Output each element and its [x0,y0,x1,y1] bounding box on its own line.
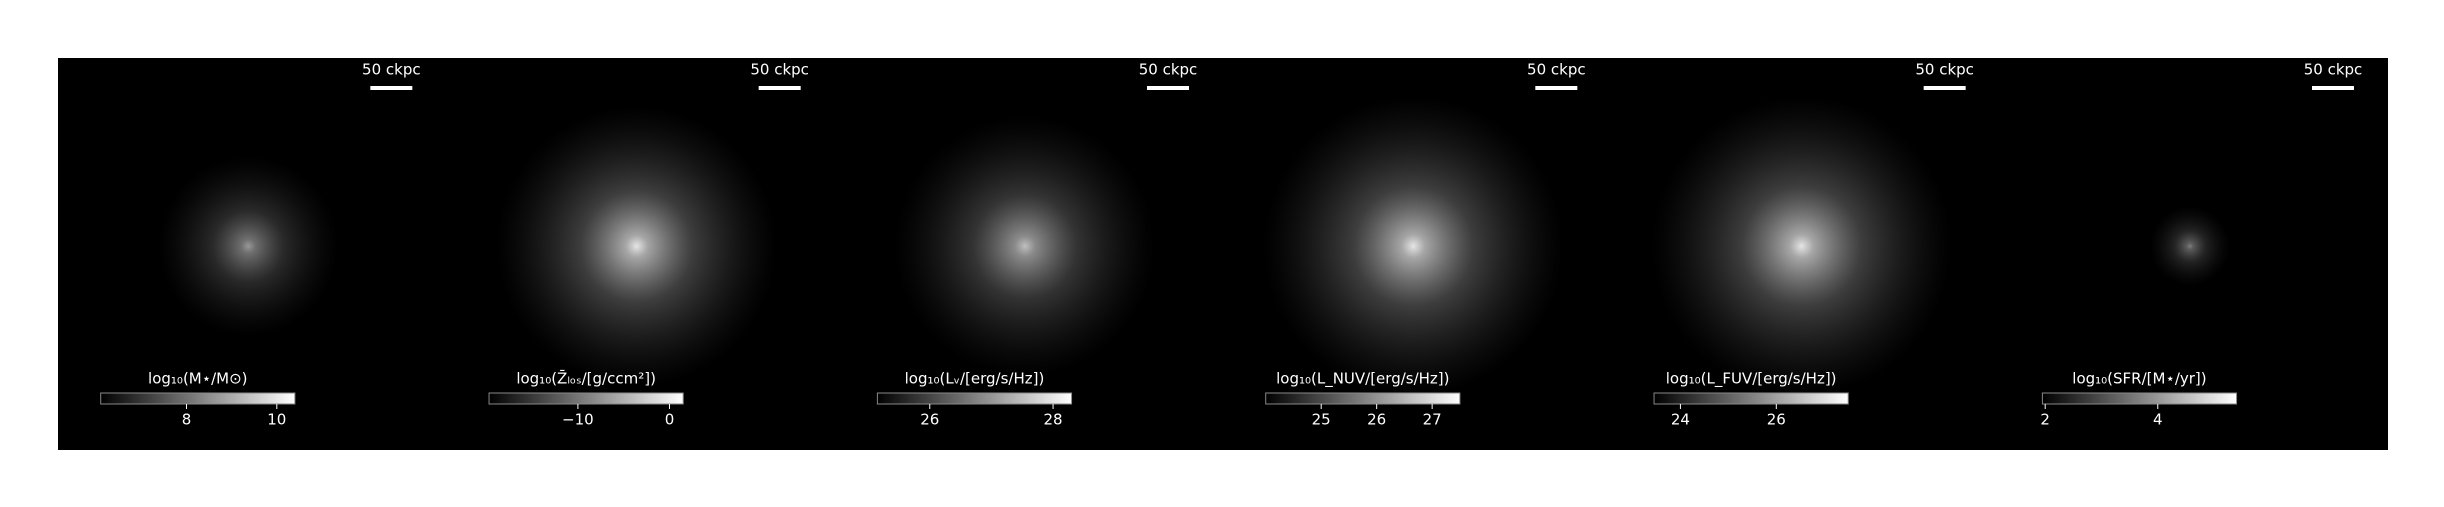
galaxy-map [158,156,339,337]
colorbar-tick-label: 4 [2153,411,2163,429]
colorbar-tick-label: 8 [182,411,192,429]
scale-label: 50 ckpc [1139,61,1198,79]
scale-label: 50 ckpc [1527,61,1586,79]
colorbar-tick-label: 0 [665,411,675,429]
colorbar-tick-label: 27 [1423,411,1442,429]
colorbar-tick-label: 24 [1671,411,1690,429]
galaxy-map [1263,96,1564,397]
colorbar-label: log₁₀(Lᵥ/[erg/s/Hz]) [905,370,1045,388]
colorbar [876,392,1073,405]
colorbar [1265,392,1461,405]
galaxy-map [2149,206,2230,287]
colorbar-tick-label: 26 [920,411,939,429]
colorbar-tick-label: −10 [562,411,594,429]
galaxy-map [496,106,777,387]
colorbar-tick-label: 26 [1767,411,1786,429]
colorbar-tick-label: 28 [1044,411,1063,429]
colorbar [100,392,296,405]
scale-label: 50 ckpc [2304,61,2363,79]
colorbar [2041,392,2238,405]
scale-label: 50 ckpc [750,61,809,79]
galaxy-map [1651,96,1952,397]
colorbar-label: log₁₀(L_FUV/[erg/s/Hz]) [1666,370,1837,389]
colorbar-tick-label: 25 [1312,411,1331,429]
colorbar-tick-label: 10 [267,411,286,429]
galaxy-map [894,116,1155,377]
image-strip [58,58,2388,450]
colorbar [1653,392,1849,405]
colorbar-label: log₁₀(L_NUV/[erg/s/Hz]) [1276,370,1449,389]
scale-label: 50 ckpc [362,61,421,79]
colorbar-label: log₁₀(Z̄ₗₒₛ/[g/ccm²]) [516,369,656,388]
colorbar-label: log₁₀(M⋆/M⊙) [148,370,248,388]
colorbar-tick-label: 26 [1367,411,1386,429]
scale-label: 50 ckpc [1915,61,1974,79]
colorbar-tick-label: 2 [2040,411,2050,429]
colorbar [488,392,684,405]
colorbar-label: log₁₀(SFR/[M⋆/yr]) [2072,370,2206,388]
